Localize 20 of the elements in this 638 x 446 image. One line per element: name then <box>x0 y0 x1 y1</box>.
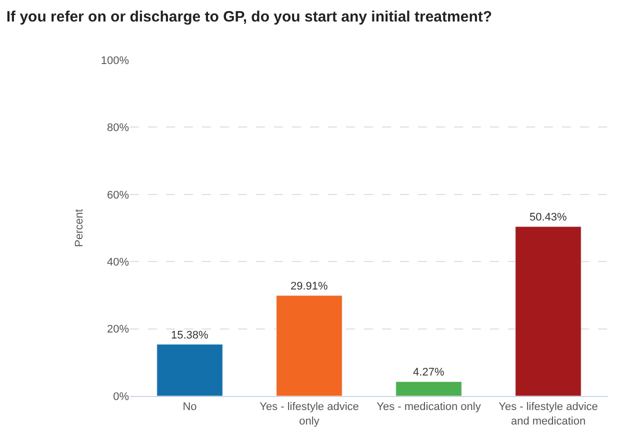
y-tick-label: 20% <box>106 324 130 336</box>
data-label: 15.38% <box>170 329 209 342</box>
y-tick-label: 100% <box>100 54 130 67</box>
data-label: 29.91% <box>290 280 328 292</box>
bar <box>396 381 462 396</box>
x-tick-label: Yes - lifestyle advice only <box>260 401 359 428</box>
x-tick-label: Yes - lifestyle advice and medication <box>498 401 598 428</box>
x-tick-label: Yes - medication only <box>376 401 482 414</box>
y-tick-label: 40% <box>106 256 130 268</box>
bar <box>276 295 342 396</box>
bar <box>515 226 582 396</box>
y-tick-label: 0% <box>113 390 130 403</box>
y-axis-title: Percent <box>74 209 86 247</box>
y-tick-label: 60% <box>106 189 130 202</box>
data-label: 4.27% <box>413 366 444 379</box>
data-label: 50.43% <box>529 212 568 224</box>
y-tick-label: 80% <box>106 122 130 134</box>
chart-title: If you refer on or discharge to GP, do you start any initial treatment? <box>6 8 492 26</box>
x-tick-label: No <box>182 401 197 414</box>
bar <box>156 344 223 396</box>
